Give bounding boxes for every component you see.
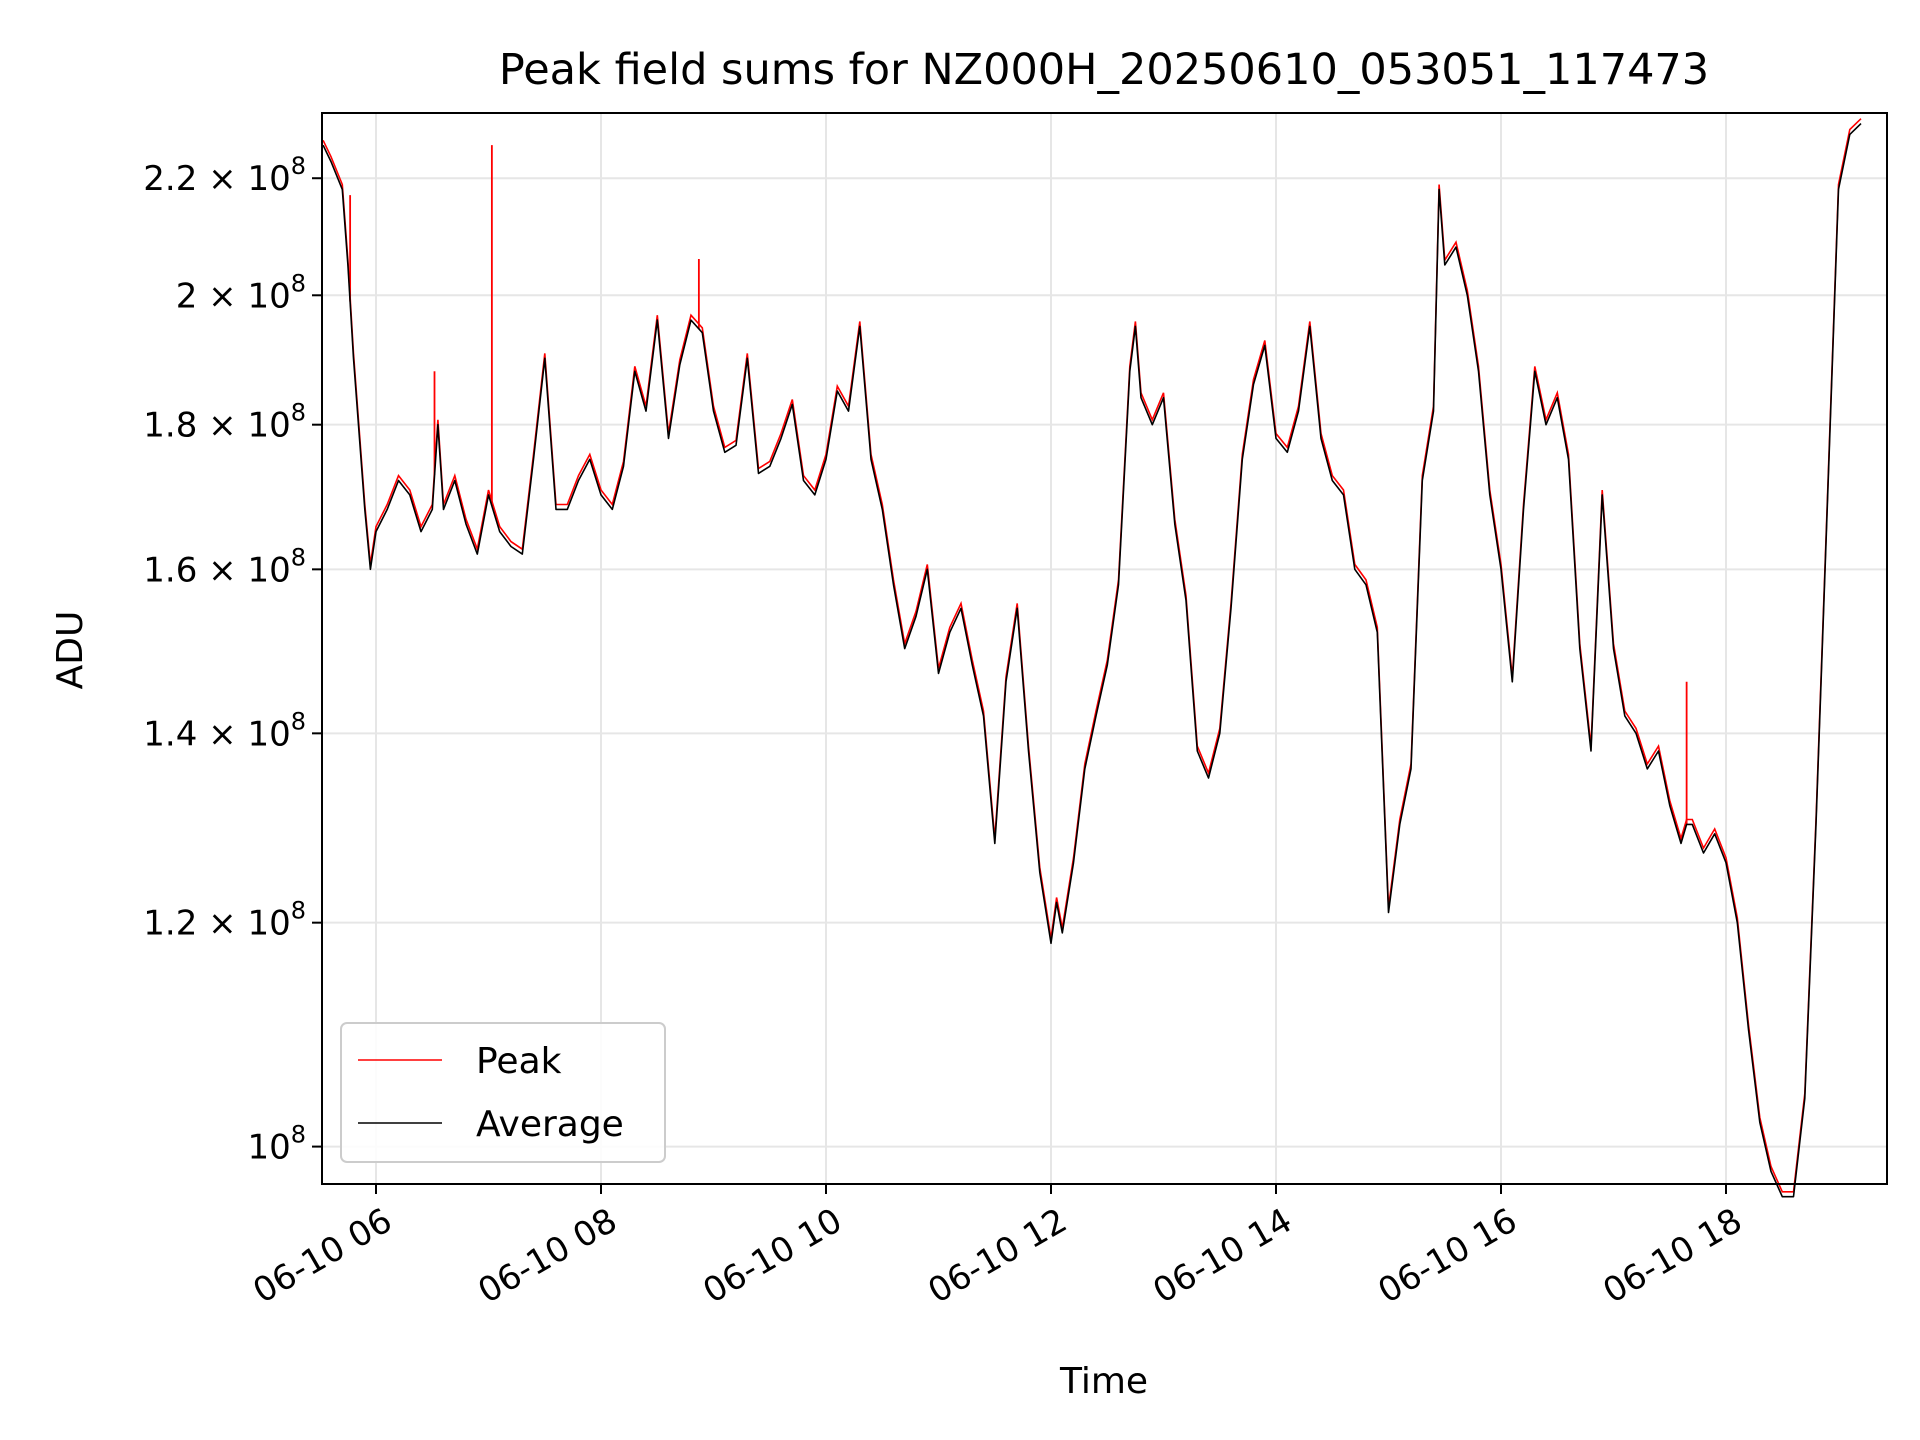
y-tick-label: 108 — [247, 1121, 306, 1168]
y-tick-label-exponent: 8 — [291, 269, 306, 297]
y-tick-label-base: 1.8 × 10 — [143, 406, 290, 446]
y-tick-label: 2 × 108 — [176, 269, 306, 316]
y-tick-label: 1.2 × 108 — [143, 897, 306, 944]
y-tick-label-exponent: 8 — [291, 707, 306, 735]
y-tick-label-exponent: 8 — [291, 897, 306, 925]
series-average-line — [322, 123, 1862, 1198]
legend-peak-label: Peak — [476, 1041, 562, 1082]
y-tick-label-base: 1.4 × 10 — [143, 714, 290, 754]
plot-lines — [322, 118, 1862, 1198]
y-tick-label: 1.6 × 108 — [143, 543, 306, 590]
y-tick-label-exponent: 8 — [291, 1121, 306, 1149]
y-tick-label-base: 1.6 × 10 — [143, 550, 290, 590]
plot-frame — [321, 112, 1888, 1185]
y-tick-label-exponent: 8 — [291, 399, 306, 427]
y-tick-label-base: 10 — [247, 1128, 290, 1168]
y-tick-label-exponent: 8 — [291, 543, 306, 571]
y-tick-label: 2.2 × 108 — [143, 152, 306, 199]
legend: Peak Average — [340, 1022, 666, 1163]
chart-title: Peak field sums for NZ000H_20250610_0530… — [499, 45, 1709, 95]
legend-box — [340, 1022, 666, 1163]
legend-average-label: Average — [476, 1104, 624, 1145]
y-axis-label: ADU — [50, 611, 91, 690]
y-tick-label-base: 2.2 × 10 — [143, 159, 290, 199]
y-tick-label-base: 2 × 10 — [176, 276, 291, 316]
y-tick-label-base: 1.2 × 10 — [143, 904, 290, 944]
y-tick-label-exponent: 8 — [291, 152, 306, 180]
y-tick-label: 1.4 × 108 — [143, 707, 306, 754]
x-axis-label: Time — [1059, 1361, 1148, 1402]
y-tick-label: 1.8 × 108 — [143, 399, 306, 446]
